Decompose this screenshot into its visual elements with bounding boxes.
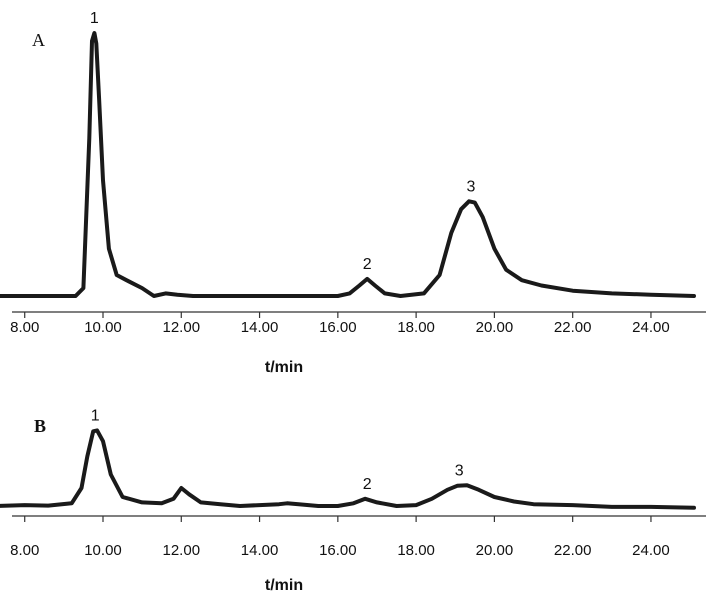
panel-a-tick-label: 14.00 bbox=[241, 319, 279, 336]
panel-b-tick-label: 10.00 bbox=[84, 542, 122, 559]
panel-a-label: A bbox=[32, 30, 45, 50]
panel-b-peak-label-1: 1 bbox=[91, 407, 100, 424]
panel-a-tick-label: 18.00 bbox=[397, 319, 435, 336]
panel-b-peak-label-3: 3 bbox=[455, 462, 464, 479]
panel-a-peak-label-1: 1 bbox=[90, 10, 99, 27]
panel-a-trace bbox=[0, 31, 696, 298]
panel-b-x-axis-label: t/min bbox=[265, 577, 303, 594]
panel-b-tick-label: 22.00 bbox=[554, 542, 592, 559]
panel-b-peak-label-2: 2 bbox=[363, 476, 372, 493]
panel-a-peak-label-2: 2 bbox=[363, 256, 372, 273]
panel-b-tick-label: 24.00 bbox=[632, 542, 670, 559]
panel-a-tick-label: 8.00 bbox=[10, 319, 39, 336]
panel-b-tick-label: 12.00 bbox=[163, 542, 201, 559]
panel-a-x-axis-label: t/min bbox=[265, 359, 303, 376]
panel-a-tick-label: 24.00 bbox=[632, 319, 670, 336]
panel-b-tick-label: 8.00 bbox=[10, 542, 39, 559]
panel-b-label: B bbox=[34, 416, 46, 436]
panel-a-tick-label: 16.00 bbox=[319, 319, 357, 336]
panel-a-tick-label: 22.00 bbox=[554, 319, 592, 336]
panel-b-tick-label: 14.00 bbox=[241, 542, 279, 559]
panel-a-tick-label: 10.00 bbox=[84, 319, 122, 336]
panel-a-tick-label: 12.00 bbox=[163, 319, 201, 336]
panel-b-trace bbox=[0, 428, 696, 510]
panel-b-tick-label: 16.00 bbox=[319, 542, 357, 559]
panel-a-peak-label-3: 3 bbox=[466, 178, 475, 195]
panel-a-tick-label: 20.00 bbox=[476, 319, 514, 336]
panel-b-tick-label: 20.00 bbox=[476, 542, 514, 559]
panel-b-tick-label: 18.00 bbox=[397, 542, 435, 559]
